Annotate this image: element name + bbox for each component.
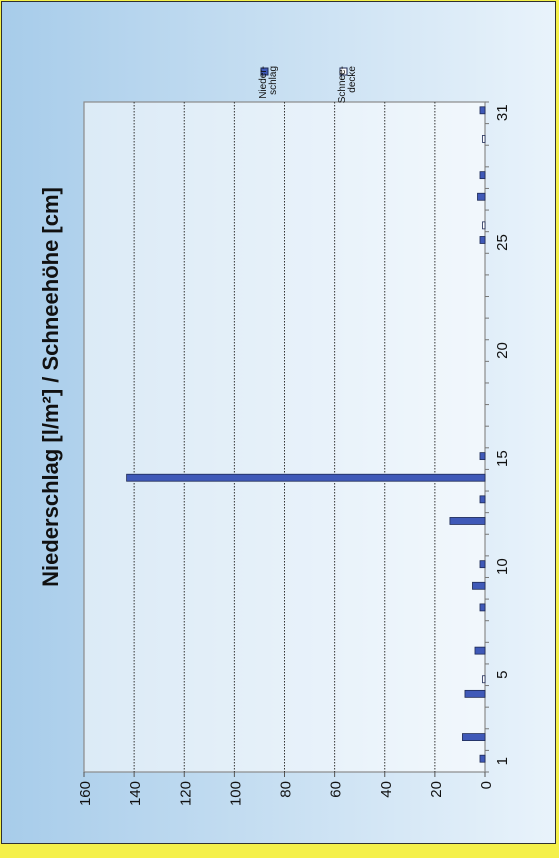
bar-niederschlag (479, 236, 486, 244)
value-tick-label: 40 (378, 781, 395, 798)
category-tick-label: 25 (494, 234, 511, 251)
legend-label: Nieder- (258, 66, 269, 99)
chart-root: 020406080100120140160151015202531Nieders… (38, 66, 511, 806)
bar-niederschlag (464, 689, 486, 698)
bar-niederschlag (479, 452, 486, 461)
bar-niederschlag (474, 646, 486, 655)
bar-schneedecke (482, 135, 486, 143)
bar-niederschlag (477, 192, 486, 201)
bar-schneedecke (482, 221, 486, 230)
bar-niederschlag (479, 560, 486, 569)
value-tick-label: 0 (478, 781, 495, 789)
category-tick-label: 5 (494, 671, 511, 679)
legend-label: Schnee- (337, 66, 348, 103)
bar-niederschlag (462, 733, 486, 741)
legend-swatch (339, 67, 348, 76)
legend-swatch (260, 67, 269, 76)
bar-niederschlag (479, 495, 486, 504)
bar-schneedecke (482, 675, 486, 684)
category-tick-label: 1 (494, 757, 511, 765)
category-tick-label: 15 (494, 450, 511, 467)
category-tick-label: 20 (494, 342, 511, 359)
value-tick-label: 160 (77, 781, 94, 806)
bottom-strip (0, 845, 559, 858)
value-tick-label: 20 (428, 781, 445, 798)
category-tick-label: 10 (494, 558, 511, 575)
legend-label: schlag (268, 66, 279, 95)
bar-niederschlag (479, 754, 486, 763)
bar-niederschlag (479, 106, 486, 115)
value-tick-label: 120 (177, 781, 194, 806)
value-tick-label: 140 (127, 781, 144, 806)
bar-niederschlag (472, 581, 486, 590)
bar-niederschlag (479, 171, 486, 180)
value-tick-label: 60 (328, 781, 345, 798)
bar-niederschlag (479, 603, 486, 612)
bar-niederschlag (449, 517, 486, 525)
value-tick-label: 80 (278, 781, 295, 798)
bar-niederschlag (126, 473, 486, 482)
value-tick-label: 100 (227, 781, 244, 806)
category-tick-label: 31 (494, 104, 511, 121)
legend-label: decke (347, 66, 358, 93)
chart-title: Niederschlag [l/m²] / Schneehöhe [cm] (38, 187, 63, 587)
